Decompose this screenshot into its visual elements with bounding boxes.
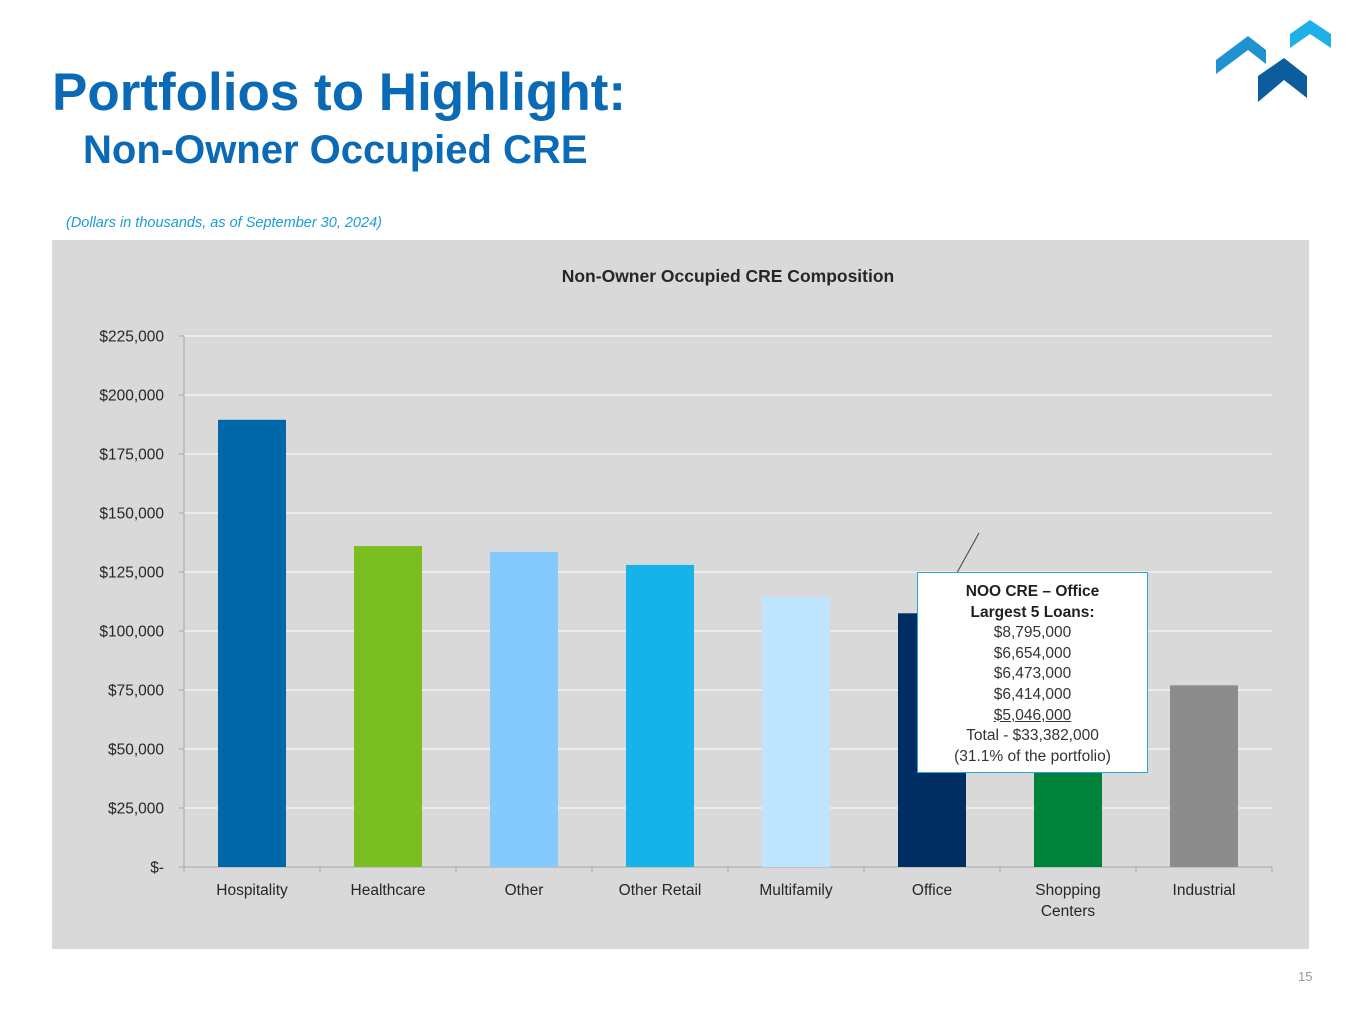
y-tick-label-3: $150,000 — [99, 506, 164, 523]
callout-loan-4: $6,414,000 — [993, 685, 1072, 703]
page-title: Portfolios to Highlight: — [52, 63, 627, 122]
bar-industrial — [1170, 685, 1238, 867]
office-loans-callout: NOO CRE – Office Largest 5 Loans: $8,795… — [917, 572, 1148, 773]
x-tick-label-office: Office — [912, 882, 952, 899]
y-tick-label-5: $100,000 — [99, 624, 164, 641]
callout-heading-line-1: NOO CRE – Office — [965, 583, 1100, 600]
units-note: (Dollars in thousands, as of September 3… — [66, 215, 382, 231]
y-tick-label-1: $200,000 — [99, 388, 164, 405]
y-tick-label-2: $175,000 — [99, 447, 164, 464]
callout-share: (31.1% of the portfolio) — [954, 747, 1111, 765]
bar-other retail — [626, 564, 694, 867]
callout-total: Total - $33,382,000 — [966, 727, 1099, 745]
x-tick-label-shopping-centers-line-2: Centers — [1041, 903, 1096, 920]
callout-loan-3: $6,473,000 — [993, 665, 1072, 683]
callout-loan-5: $5,046,000 — [993, 706, 1072, 724]
logo-shape-top — [1290, 20, 1331, 48]
y-tick-label-4: $125,000 — [99, 565, 164, 582]
y-tick-label-7: $50,000 — [108, 742, 164, 759]
bar-hospitality — [218, 419, 286, 867]
y-tick-label-9: $- — [150, 860, 164, 877]
chart-title: Non-Owner Occupied CRE Composition — [562, 266, 895, 286]
x-tick-label-healthcare: Healthcare — [351, 882, 426, 899]
callout-loan-2: $6,654,000 — [993, 644, 1072, 662]
x-tick-label-multifamily: Multifamily — [759, 882, 832, 899]
bar-multifamily — [762, 596, 830, 867]
y-tick-label-6: $75,000 — [108, 683, 164, 700]
x-tick-label-hospitality: Hospitality — [216, 882, 288, 899]
bar-other — [490, 551, 558, 867]
page-number: 15 — [1298, 969, 1313, 984]
x-tick-label-industrial: Industrial — [1173, 882, 1236, 899]
callout-heading-line-2: Largest 5 Loans: — [970, 603, 1095, 621]
callout-loan-1: $8,795,000 — [993, 624, 1072, 642]
x-tick-label-other: Other — [505, 882, 544, 899]
company-logo — [1216, 20, 1331, 102]
chart-panel: Non-Owner Occupied CRE Composition $225,0… — [52, 240, 1309, 949]
x-tick-label-shopping-centers-line-1: Shopping — [1035, 882, 1101, 899]
x-tick-label-other retail: Other Retail — [619, 882, 702, 899]
y-tick-label-8: $25,000 — [108, 801, 164, 818]
logo-shape-left — [1216, 36, 1266, 74]
y-tick-label-0: $225,000 — [99, 329, 164, 346]
page-subtitle: Non-Owner Occupied CRE — [83, 128, 588, 172]
logo-shape-bottom — [1258, 58, 1307, 102]
bar-healthcare — [354, 546, 422, 867]
